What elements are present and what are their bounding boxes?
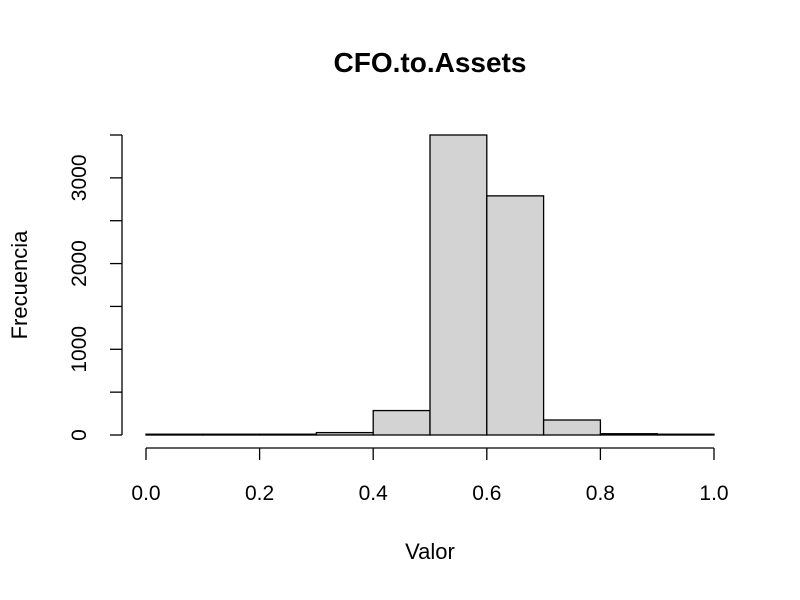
y-axis: 0 1000 2000 3000 — [68, 134, 123, 441]
histogram-bar — [656, 433, 715, 436]
y-tick-label: 1000 — [68, 326, 91, 373]
y-tick-label: 3000 — [68, 154, 91, 201]
histogram-bar — [372, 409, 431, 436]
x-axis-label: Valor — [405, 539, 455, 564]
x-axis: 0.0 0.2 0.4 0.6 0.8 1.0 — [131, 447, 729, 505]
y-axis-label: Frecuencia — [7, 230, 32, 340]
x-tick-label: 0.4 — [359, 482, 389, 505]
histogram-bar — [429, 134, 488, 436]
x-tick-label: 1.0 — [699, 482, 728, 505]
histogram-bar — [258, 433, 318, 436]
histogram-bar — [486, 195, 545, 436]
x-tick-label: 0.6 — [472, 482, 501, 505]
x-tick-label: 0.2 — [245, 482, 274, 505]
histogram-bar — [145, 433, 204, 436]
chart-title: CFO.to.Assets — [334, 47, 527, 78]
histogram-bar — [315, 431, 374, 436]
histogram-bar — [542, 419, 602, 436]
y-tick-label: 2000 — [68, 240, 91, 287]
x-tick-label: 0.8 — [586, 482, 615, 505]
bars-group — [145, 134, 715, 436]
y-tick-label: 0 — [68, 429, 91, 441]
x-tick-label: 0.0 — [131, 482, 160, 505]
histogram-bar — [202, 433, 261, 436]
histogram-bar — [599, 433, 658, 436]
